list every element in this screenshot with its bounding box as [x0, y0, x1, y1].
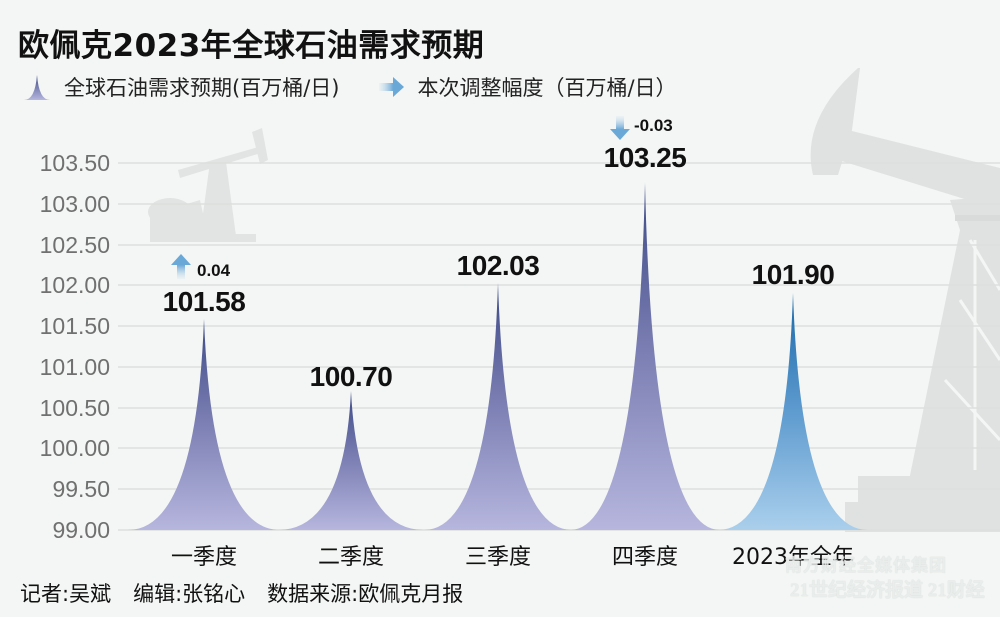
editor-credit: 编辑:张铭心	[133, 582, 246, 606]
legend-label-adjustment: 本次调整幅度（百万桶/日）	[417, 76, 677, 100]
y-tick: 103.00	[39, 191, 110, 217]
value-label-q2: 100.70	[309, 361, 393, 392]
y-tick: 103.50	[39, 150, 110, 176]
peak-q4[interactable]	[570, 183, 720, 530]
derrick-cross-bracing	[943, 239, 1000, 470]
value-label-q4: 103.25	[603, 142, 687, 173]
value-label-annual: 101.90	[751, 259, 835, 290]
y-tick: 101.00	[39, 354, 110, 380]
adjustment-q4: -0.03	[634, 116, 673, 135]
legend-label-demand: 全球石油需求预期(百万桶/日)	[64, 76, 340, 100]
credits-footer: 记者:吴斌 编辑:张铭心 数据来源:欧佩克月报	[20, 578, 485, 608]
legend-item-adjustment: 本次调整幅度（百万桶/日）	[379, 72, 677, 102]
x-label-q3: 三季度	[464, 545, 532, 570]
gridlines	[118, 162, 1000, 531]
legend-item-demand: 全球石油需求预期(百万桶/日)	[22, 72, 339, 102]
watermark-group-name: 南方财经全媒体集团	[785, 556, 947, 575]
data-source: 数据来源:欧佩克月报	[267, 582, 464, 606]
y-tick: 99.00	[52, 517, 110, 543]
x-label-q4: 四季度	[611, 545, 679, 570]
x-label-q2: 二季度	[317, 545, 385, 570]
x-label-q1: 一季度	[170, 545, 238, 570]
peak-q3[interactable]	[424, 283, 572, 530]
adjustment-q1: 0.04	[197, 261, 231, 280]
arrow-up-icon	[171, 254, 191, 279]
arrow-right-legend-icon	[379, 77, 405, 97]
publisher-watermark: 南方财经全媒体集团 21世纪经济报道 21财经	[785, 545, 1000, 617]
value-label-q1: 101.58	[162, 286, 246, 317]
chart-title: 欧佩克2023年全球石油需求预期	[18, 28, 485, 64]
x-label-annual: 2023年全年	[732, 545, 854, 570]
reporter-credit: 记者:吴斌	[20, 582, 112, 606]
arrow-down-icon	[610, 116, 630, 140]
y-tick: 101.50	[39, 313, 110, 339]
spike-legend-icon	[24, 75, 50, 100]
value-label-q3: 102.03	[456, 250, 540, 281]
peak-q2[interactable]	[278, 391, 424, 530]
peak-q1[interactable]	[128, 319, 280, 530]
peak-annual[interactable]	[718, 293, 868, 530]
legend: 全球石油需求预期(百万桶/日) 本次调整幅度（百万桶/日）	[22, 72, 717, 102]
y-tick: 102.00	[39, 272, 110, 298]
y-tick: 99.50	[52, 476, 110, 502]
watermark-brand: 21世纪经济报道 21财经	[790, 580, 985, 601]
y-tick: 102.50	[39, 232, 110, 258]
small-pump-jack-icon	[148, 128, 268, 242]
y-tick: 100.50	[39, 395, 110, 421]
y-tick: 100.00	[39, 435, 110, 461]
